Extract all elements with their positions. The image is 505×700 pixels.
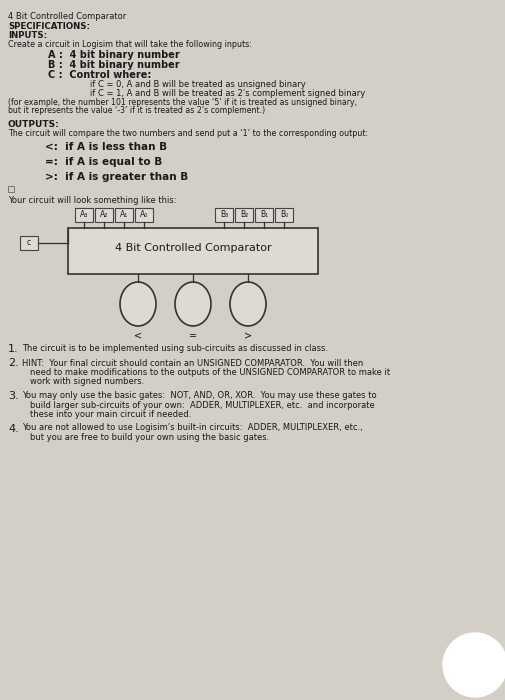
Bar — [68, 228, 318, 274]
Text: 4 Bit Controlled Comparator: 4 Bit Controlled Comparator — [115, 243, 271, 253]
Bar — [8, 186, 14, 192]
Text: 4 Bit Controlled Comparator: 4 Bit Controlled Comparator — [8, 12, 126, 21]
Text: C :  Control where:: C : Control where: — [48, 70, 152, 80]
Text: You may only use the basic gates:  NOT, AND, OR, XOR.  You may use these gates t: You may only use the basic gates: NOT, A… — [22, 391, 377, 400]
Circle shape — [443, 633, 505, 697]
Text: A₀: A₀ — [140, 210, 148, 219]
Text: B₂: B₂ — [240, 210, 248, 219]
Text: 2.: 2. — [8, 358, 19, 368]
Text: INPUTS:: INPUTS: — [8, 31, 47, 40]
Text: The circuit is to be implemented using sub-circuits as discussed in class.: The circuit is to be implemented using s… — [22, 344, 328, 353]
Text: 1.: 1. — [8, 344, 19, 354]
Ellipse shape — [230, 282, 266, 326]
Text: =:  if A is equal to B: =: if A is equal to B — [45, 157, 162, 167]
Text: The circuit will compare the two numbers and send put a ‘1’ to the corresponding: The circuit will compare the two numbers… — [8, 129, 368, 138]
Text: =: = — [189, 331, 197, 341]
Text: <: < — [134, 331, 142, 341]
Text: >: > — [244, 331, 252, 341]
Ellipse shape — [120, 282, 156, 326]
Text: B₁: B₁ — [260, 210, 268, 219]
Text: A₁: A₁ — [120, 210, 128, 219]
Text: but you are free to build your own using the basic gates.: but you are free to build your own using… — [30, 433, 269, 442]
Text: B :  4 bit binary number: B : 4 bit binary number — [48, 60, 180, 70]
Text: need to make modifications to the outputs of the UNSIGNED COMPARATOR to make it: need to make modifications to the output… — [30, 368, 390, 377]
Bar — [215, 208, 233, 222]
Bar — [95, 208, 113, 222]
Ellipse shape — [175, 282, 211, 326]
Text: these into your main circuit if needed.: these into your main circuit if needed. — [30, 410, 191, 419]
Bar — [275, 208, 293, 222]
Text: SPECIFICATIONS:: SPECIFICATIONS: — [8, 22, 90, 31]
Bar — [20, 236, 38, 250]
Bar — [135, 208, 153, 222]
Text: You are not allowed to use Logisim’s built-in circuits:  ADDER, MULTIPLEXER, etc: You are not allowed to use Logisim’s bui… — [22, 424, 363, 433]
Text: HINT:  Your final circuit should contain an UNSIGNED COMPARATOR.  You will then: HINT: Your final circuit should contain … — [22, 358, 363, 368]
Text: A₂: A₂ — [100, 210, 108, 219]
Text: 4.: 4. — [8, 424, 19, 433]
Bar — [75, 208, 93, 222]
Text: if C = 1, A and B will be treated as 2’s complement signed binary: if C = 1, A and B will be treated as 2’s… — [90, 89, 365, 98]
Text: build larger sub-circuits of your own:  ADDER, MULTIPLEXER, etc.  and incorporat: build larger sub-circuits of your own: A… — [30, 400, 375, 410]
Bar — [115, 208, 133, 222]
Text: B₀: B₀ — [280, 210, 288, 219]
Text: A :  4 bit binary number: A : 4 bit binary number — [48, 50, 180, 60]
Text: work with signed numbers.: work with signed numbers. — [30, 377, 144, 386]
Text: but it represents the value ‘-3’ if it is treated as 2’s complement.): but it represents the value ‘-3’ if it i… — [8, 106, 265, 115]
Bar — [255, 208, 273, 222]
Bar — [235, 208, 253, 222]
Text: Create a circuit in Logisim that will take the following inputs:: Create a circuit in Logisim that will ta… — [8, 40, 252, 49]
Text: <:  if A is less than B: <: if A is less than B — [45, 142, 167, 152]
Text: Your circuit will look something like this:: Your circuit will look something like th… — [8, 196, 177, 205]
Text: >:  if A is greater than B: >: if A is greater than B — [45, 172, 188, 182]
Text: if C = 0, A and B will be treated as unsigned binary: if C = 0, A and B will be treated as uns… — [90, 80, 306, 89]
Text: c: c — [27, 238, 31, 247]
Text: (for example, the number 101 represents the value ‘5’ if it is treated as unsign: (for example, the number 101 represents … — [8, 98, 357, 107]
Text: B₃: B₃ — [220, 210, 228, 219]
Text: A₃: A₃ — [80, 210, 88, 219]
Text: OUTPUTS:: OUTPUTS: — [8, 120, 60, 129]
Text: 3.: 3. — [8, 391, 19, 401]
